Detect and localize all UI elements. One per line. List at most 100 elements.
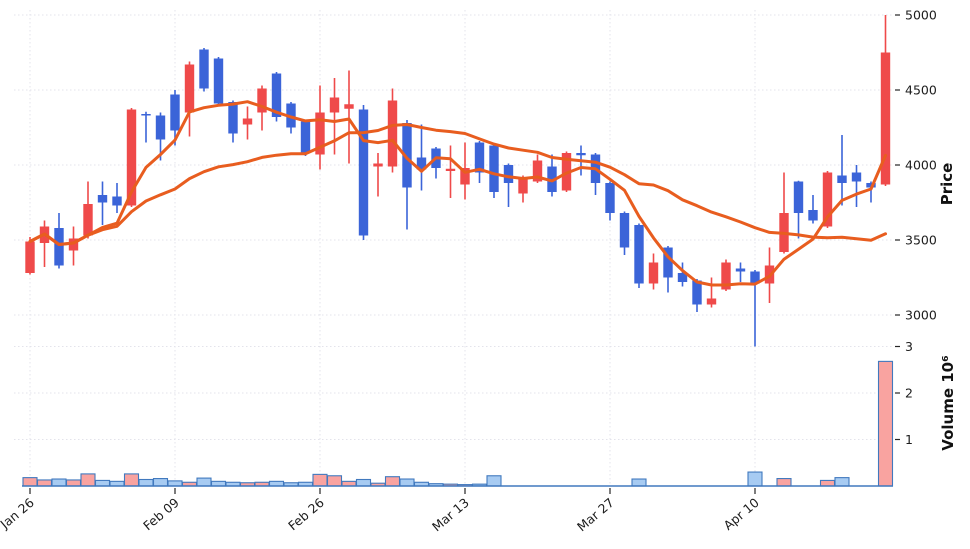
candle-body: [721, 262, 731, 290]
candle-body: [199, 49, 209, 89]
candle-body: [474, 142, 485, 173]
volume-tick-label: 2: [905, 386, 913, 401]
candle: [851, 165, 862, 207]
volume-bar: [326, 475, 343, 487]
candle: [648, 253, 659, 290]
volume-bar: [94, 479, 111, 487]
date-tick-label: Feb 09: [140, 495, 182, 534]
candle: [837, 135, 847, 206]
candle-body: [445, 168, 456, 171]
candle-body: [851, 172, 862, 182]
volume-bar: [36, 479, 53, 487]
candle-body: [83, 204, 93, 236]
candle-body: [750, 271, 760, 284]
candle-body: [126, 109, 137, 206]
candle: [141, 111, 151, 143]
date-tick-label: Jan 26: [0, 495, 37, 532]
candle-body: [735, 268, 746, 272]
candle: [663, 246, 673, 293]
candle: [402, 120, 412, 230]
axis-ticks: 3000 3500 4000 4500 5000 1 2 3 Jan 26 Feb 09 Feb 2…: [0, 8, 937, 535]
price-tick-label: 5000: [905, 8, 937, 23]
candle: [619, 211, 630, 255]
volume-bar: [834, 477, 850, 487]
candle: [213, 57, 224, 107]
price-tick-label: 3500: [905, 233, 937, 248]
candle: [677, 262, 688, 287]
candle-body: [503, 165, 514, 183]
candle-body: [170, 94, 180, 131]
volume-bar: [123, 473, 140, 487]
volume-bar: [196, 477, 212, 487]
candle: [97, 181, 108, 225]
candle-body: [257, 88, 267, 113]
volume-bar: [355, 478, 372, 487]
volume-bar: [384, 476, 401, 487]
candle-body: [837, 175, 847, 183]
candle-body: [489, 145, 499, 192]
candle: [474, 141, 485, 183]
candle-body: [344, 104, 354, 109]
candle: [373, 153, 383, 197]
candle: [242, 106, 253, 140]
candles: [25, 15, 891, 347]
candle-body: [373, 163, 383, 167]
candle-body: [416, 157, 427, 170]
candle: [199, 48, 209, 92]
volume-axis-label: Volume 10⁶: [939, 355, 957, 451]
candle: [779, 172, 789, 254]
candle-body: [25, 241, 35, 273]
volume-bar: [486, 475, 502, 487]
volume-bar: [776, 478, 792, 487]
volume-bar: [152, 478, 169, 487]
candle: [735, 262, 746, 282]
candle-body: [793, 181, 804, 213]
candle-body: [387, 100, 398, 167]
candle-body: [677, 273, 688, 282]
volume-bar: [312, 473, 328, 487]
date-tick-label: Apr 10: [720, 495, 761, 533]
candle-body: [808, 210, 818, 221]
candle: [706, 277, 717, 308]
volume-bar: [399, 478, 415, 487]
candle: [793, 180, 804, 239]
volume-bar: [22, 477, 38, 487]
candle-body: [402, 123, 412, 188]
price-axis-label: Price: [938, 162, 956, 206]
candle-body: [880, 52, 891, 185]
candle-body: [692, 280, 702, 305]
price-tick-label: 4500: [905, 83, 937, 98]
candle-body: [112, 196, 122, 206]
candle-body: [358, 109, 369, 236]
candle: [25, 237, 35, 275]
volume-bar: [747, 471, 763, 487]
candle-body: [184, 64, 195, 113]
candle-body: [155, 115, 166, 140]
date-tick-label: Mar 27: [574, 495, 617, 534]
candle-body: [822, 172, 833, 227]
candle-body: [460, 168, 470, 185]
volume-bar: [877, 360, 894, 487]
candle: [489, 144, 499, 198]
candle: [605, 181, 615, 221]
candle-body: [648, 262, 659, 284]
candle: [634, 223, 644, 288]
candle-body: [605, 183, 615, 213]
volume-bar: [819, 479, 836, 487]
gridlines: [14, 10, 894, 486]
candle-body: [141, 114, 151, 116]
date-tick-label: Mar 13: [429, 495, 472, 534]
date-tick-label: Feb 26: [285, 495, 327, 534]
candle: [445, 145, 456, 198]
candle: [228, 100, 238, 143]
candle-body: [706, 298, 717, 305]
volume-panel: [22, 360, 894, 487]
candle: [547, 154, 557, 197]
candle: [808, 195, 818, 224]
ma-slow-line: [28, 123, 887, 246]
candle-body: [97, 195, 108, 203]
volume-tick-label: 1: [905, 432, 913, 447]
candle-body: [619, 213, 630, 248]
